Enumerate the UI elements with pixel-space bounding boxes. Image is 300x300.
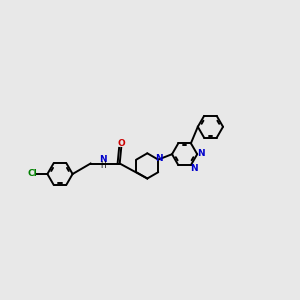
Text: N: N — [198, 149, 205, 158]
Text: O: O — [117, 139, 125, 148]
Text: H: H — [100, 161, 106, 170]
Text: N: N — [190, 164, 198, 172]
Text: Cl: Cl — [28, 169, 37, 178]
Text: N: N — [99, 155, 107, 164]
Text: N: N — [156, 154, 163, 163]
